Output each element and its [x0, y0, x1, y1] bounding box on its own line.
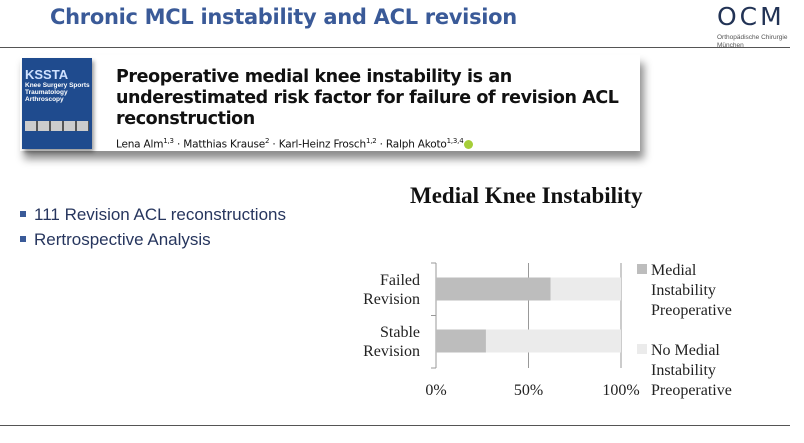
journal-abbrev: KSSTA: [25, 67, 69, 82]
orcid-icon: [464, 140, 474, 149]
category-label: Revision: [363, 291, 420, 308]
bar-segment: [436, 329, 486, 353]
header-divider: [0, 47, 790, 48]
logo-subtitle-line: Orthopädische Chirurgie: [717, 34, 788, 41]
paper-header-image: KSSTA Knee Surgery Sports Traumatology A…: [20, 55, 640, 151]
author-affiliation: 1,3,4: [446, 137, 464, 145]
x-tick-label: 50%: [514, 382, 543, 399]
legend-label: Medial: [651, 262, 697, 279]
legend-swatch: [637, 264, 647, 274]
bar-segment: [550, 277, 621, 301]
bullet-text: Rertrospective Analysis: [34, 230, 211, 249]
paper-authors: Lena Alm1,3 · Matthias Krause2 · Karl-He…: [116, 137, 474, 151]
bullet-icon: [20, 235, 26, 242]
legend-label: Preoperative: [651, 302, 732, 319]
author-affiliation: 1,3: [163, 137, 174, 145]
legend-label: No Medial: [651, 342, 720, 359]
category-label: Stable: [380, 324, 420, 341]
legend-label: Instability: [651, 282, 716, 299]
bar-segment: [485, 329, 621, 353]
paper-title: Preoperative medial knee instability is …: [116, 67, 619, 129]
ocm-logo: OCM: [717, 2, 785, 31]
footer-divider: [0, 425, 790, 426]
slide-title: Chronic MCL instability and ACL revision: [50, 5, 517, 29]
category-label: Failed: [380, 272, 420, 289]
x-tick-label: 100%: [602, 382, 639, 399]
bullet-item: 111 Revision ACL reconstructions: [20, 202, 286, 227]
author: Lena Alm: [116, 138, 164, 151]
author: Karl-Heinz Frosch: [278, 138, 366, 151]
author: Matthias Krause: [183, 138, 266, 151]
bullet-icon: [20, 210, 26, 217]
bullet-list: 111 Revision ACL reconstructions Rertros…: [20, 202, 286, 252]
category-label: Revision: [363, 343, 420, 360]
legend-swatch: [637, 344, 647, 354]
logo-subtitle-line: München: [717, 42, 744, 49]
bar-segment: [436, 277, 551, 301]
legend-label: Preoperative: [651, 382, 732, 399]
logo-subtitle: Orthopädische Chirurgie München: [717, 34, 804, 50]
bullet-text: 111 Revision ACL reconstructions: [34, 205, 286, 224]
author-affiliation: 1,2: [365, 137, 377, 145]
chart-title: Medial Knee Instability: [410, 183, 643, 208]
journal-name: Knee Surgery Sports Traumatology Arthros…: [25, 82, 90, 103]
journal-cover: KSSTA Knee Surgery Sports Traumatology A…: [22, 58, 92, 149]
cover-images: [25, 121, 89, 131]
legend-label: Instability: [651, 362, 716, 379]
bullet-item: Rertrospective Analysis: [20, 227, 286, 252]
x-tick-label: 0%: [425, 382, 446, 399]
author: Ralph Akoto: [385, 138, 447, 151]
author-affiliation: 2: [265, 137, 270, 145]
